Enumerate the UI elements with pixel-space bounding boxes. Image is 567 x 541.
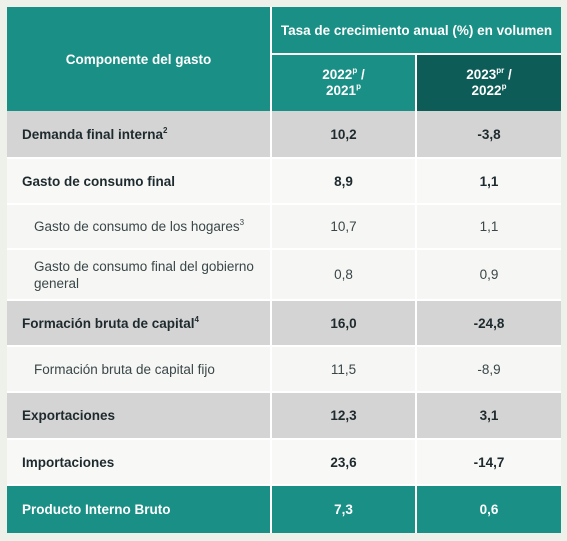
row-label: Producto Interno Bruto [7,485,272,533]
row-label: Exportaciones [7,392,272,440]
row-value-2023: 1,1 [416,158,562,205]
row-value-2022: 10,2 [271,111,417,159]
growth-rate-header: Tasa de crecimiento anual (%) en volumen [271,7,562,55]
row-label: Gasto de consumo final del gobierno gene… [7,249,272,301]
row-value-2023: -14,7 [416,439,562,486]
year-header-2022-2021: 2022p / 2021p [271,54,417,111]
row-value-2023: -3,8 [416,111,562,159]
table-row: Exportaciones 12,3 3,1 [7,392,562,440]
growth-table-container: Componente del gasto Tasa de crecimiento… [7,7,562,533]
row-value-2022: 10,7 [271,204,417,250]
table-row: Gasto de consumo final 8,9 1,1 [7,158,562,205]
row-label: Demanda final interna2 [7,111,272,159]
row-value-2023: -8,9 [416,346,562,393]
row-value-2022: 23,6 [271,439,417,486]
row-value-2023: 3,1 [416,392,562,440]
header-row-years: 2022p / 2021p 2023pr / 2022p [7,54,562,111]
row-label: Formación bruta de capital4 [7,300,272,347]
table-row: Demanda final interna2 10,2 -3,8 [7,111,562,159]
table-row: Formación bruta de capital fijo 11,5 -8,… [7,346,562,393]
row-value-2023: 1,1 [416,204,562,250]
row-value-2023: -24,8 [416,300,562,347]
row-label: Formación bruta de capital fijo [7,346,272,393]
row-label: Importaciones [7,439,272,486]
row-value-2022: 0,8 [271,249,417,301]
row-label: Gasto de consumo de los hogares3 [7,204,272,250]
row-value-2022: 7,3 [271,485,417,533]
row-label: Gasto de consumo final [7,158,272,205]
row-value-2023: 0,9 [416,249,562,301]
table-row: Gasto de consumo final del gobierno gene… [7,249,562,301]
table-row-total: Producto Interno Bruto 7,3 0,6 [7,485,562,533]
table-row: Gasto de consumo de los hogares3 10,7 1,… [7,204,562,250]
row-value-2022: 11,5 [271,346,417,393]
growth-table: Componente del gasto Tasa de crecimiento… [7,7,562,533]
year-header-2023-2022: 2023pr / 2022p [416,54,562,111]
row-value-2022: 12,3 [271,392,417,440]
row-value-2022: 8,9 [271,158,417,205]
component-header: Componente del gasto [7,7,272,111]
table-row: Importaciones 23,6 -14,7 [7,439,562,486]
header-row-top: Componente del gasto Tasa de crecimiento… [7,7,562,111]
row-value-2023: 0,6 [416,485,562,533]
row-value-2022: 16,0 [271,300,417,347]
table-row: Formación bruta de capital4 16,0 -24,8 [7,300,562,347]
